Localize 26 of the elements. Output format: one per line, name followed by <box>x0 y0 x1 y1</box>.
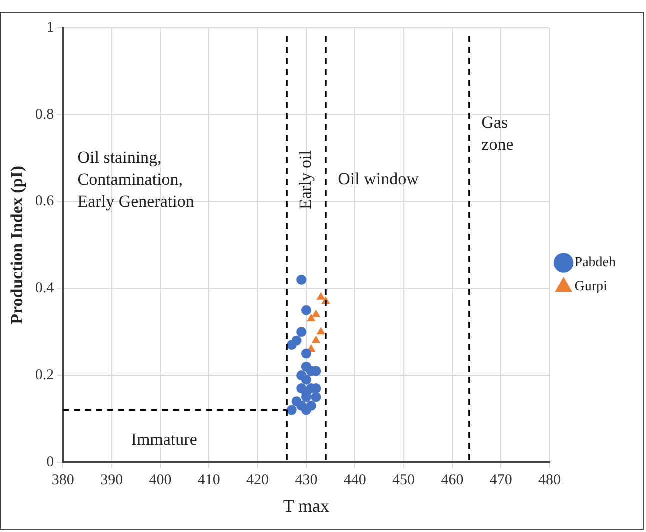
legend-label: Gurpi <box>574 280 608 295</box>
y-tick-label: 0.2 <box>35 367 54 384</box>
annotation: Oil window <box>338 170 420 189</box>
y-tick-label: 0.8 <box>35 106 54 123</box>
annotation: Early oil <box>296 150 315 210</box>
y-tick-label: 0.6 <box>35 194 55 210</box>
annotation: Oil staining, Contamination, Early Generation <box>78 148 195 211</box>
x-tick-label: 450 <box>392 472 416 488</box>
x-axis-title: T max <box>283 496 330 516</box>
x-tick-label: 460 <box>441 472 464 488</box>
x-tick-label: 440 <box>344 472 366 488</box>
y-tick-label: 1 <box>46 20 54 36</box>
x-tick-label: 380 <box>52 472 74 488</box>
y-axis-title: Production Index (pI) <box>8 166 27 324</box>
legend-label: Pabdeh <box>574 256 616 271</box>
annotation: Immature <box>131 430 198 450</box>
annotation: Gas zone <box>482 113 514 154</box>
x-tick-label: 470 <box>490 472 512 488</box>
x-tick-label: 390 <box>100 472 124 488</box>
x-tick-label: 410 <box>198 472 220 488</box>
x-tick-label: 400 <box>149 472 172 488</box>
x-tick-label: 420 <box>246 472 270 488</box>
y-tick-label: 0.4 <box>35 280 55 297</box>
x-tick-label: 430 <box>295 472 318 488</box>
y-tick-label: 0 <box>46 454 54 470</box>
x-tick-label: 480 <box>538 472 562 488</box>
